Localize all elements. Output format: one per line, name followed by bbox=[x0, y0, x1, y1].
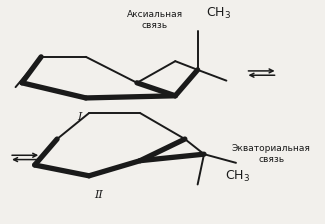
Text: CH$_3$: CH$_3$ bbox=[206, 6, 231, 21]
Text: I: I bbox=[77, 112, 82, 122]
Text: II: II bbox=[94, 190, 103, 200]
Text: Экваториальная
связь: Экваториальная связь bbox=[232, 144, 311, 164]
Text: Аксиальная
связь: Аксиальная связь bbox=[126, 10, 183, 30]
Text: CH$_3$: CH$_3$ bbox=[225, 169, 250, 184]
